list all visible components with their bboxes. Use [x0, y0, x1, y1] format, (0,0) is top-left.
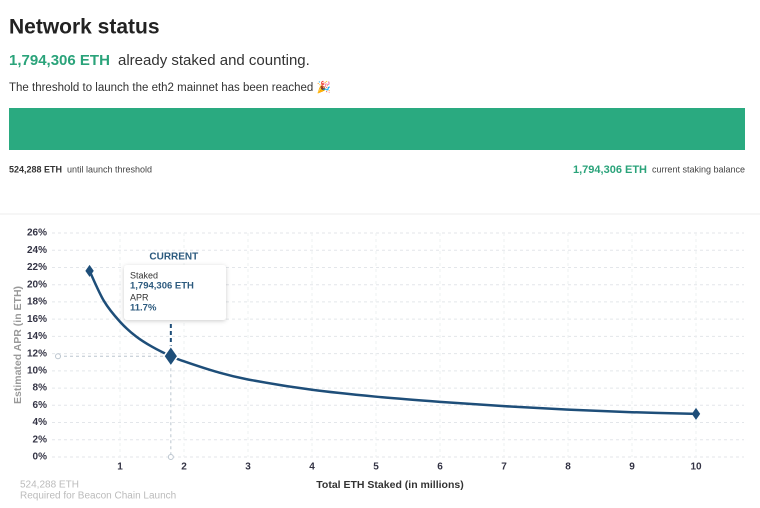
x-tick-label: 5: [373, 462, 379, 473]
x-tick-label: 2: [181, 462, 187, 473]
x-tick-label: 4: [309, 462, 315, 473]
y-axis-label: Estimated APR (in ETH): [12, 286, 24, 404]
y-tick-label: 16%: [27, 314, 47, 325]
threshold-caption: until launch threshold: [67, 164, 152, 174]
guide-dot: [167, 454, 174, 460]
current-marker: [162, 344, 179, 368]
y-tick-label: 4%: [33, 417, 48, 428]
balance-caption: current staking balance: [652, 164, 745, 174]
y-tick-label: 14%: [27, 331, 47, 342]
guide-dot: [55, 353, 61, 360]
progress-bar: [9, 108, 745, 150]
x-tick-label: 6: [437, 462, 443, 473]
y-tick-label: 22%: [27, 262, 47, 273]
footnote-caption: Required for Beacon Chain Launch: [20, 491, 176, 502]
threshold-amount: 524,288 ETH: [9, 164, 62, 174]
apr-line: [88, 270, 697, 416]
tooltip-apr-label: APR: [130, 292, 149, 302]
y-tick-label: 12%: [27, 348, 47, 359]
staked-text: already staked and counting.: [118, 52, 310, 69]
y-tick-label: 8%: [33, 383, 48, 394]
y-tick-label: 10%: [27, 365, 47, 376]
y-tick-label: 26%: [27, 228, 47, 239]
x-tick-label: 9: [629, 462, 635, 473]
y-tick-label: 20%: [27, 279, 47, 290]
y-tick-label: 2%: [33, 434, 48, 445]
y-tick-label: 18%: [27, 297, 47, 308]
x-tick-label: 3: [245, 462, 251, 473]
footnote-amount: 524,288 ETH: [20, 480, 79, 491]
end-marker: [691, 407, 701, 420]
x-tick-label: 7: [501, 462, 507, 473]
current-label: CURRENT: [149, 252, 198, 263]
tooltip-staked: 1,794,306 ETH: [130, 281, 194, 292]
x-axis-label: Total ETH Staked (in millions): [316, 479, 463, 491]
y-tick-label: 24%: [27, 245, 47, 256]
start-marker: [85, 264, 94, 277]
y-tick-label: 6%: [33, 400, 48, 411]
tooltip-apr: 11.7%: [130, 303, 157, 314]
x-tick-label: 10: [690, 462, 702, 473]
x-tick-label: 8: [565, 462, 571, 473]
tooltip: [124, 265, 226, 320]
y-tick-label: 0%: [33, 452, 48, 463]
x-tick-label: 1: [117, 462, 123, 473]
title: Network status: [9, 16, 160, 39]
tooltip-staked-label: Staked: [130, 270, 158, 280]
threshold-text: The threshold to launch the eth2 mainnet…: [9, 80, 331, 94]
staked-amount: 1,794,306 ETH: [9, 52, 110, 69]
balance-amount: 1,794,306 ETH: [573, 164, 647, 176]
